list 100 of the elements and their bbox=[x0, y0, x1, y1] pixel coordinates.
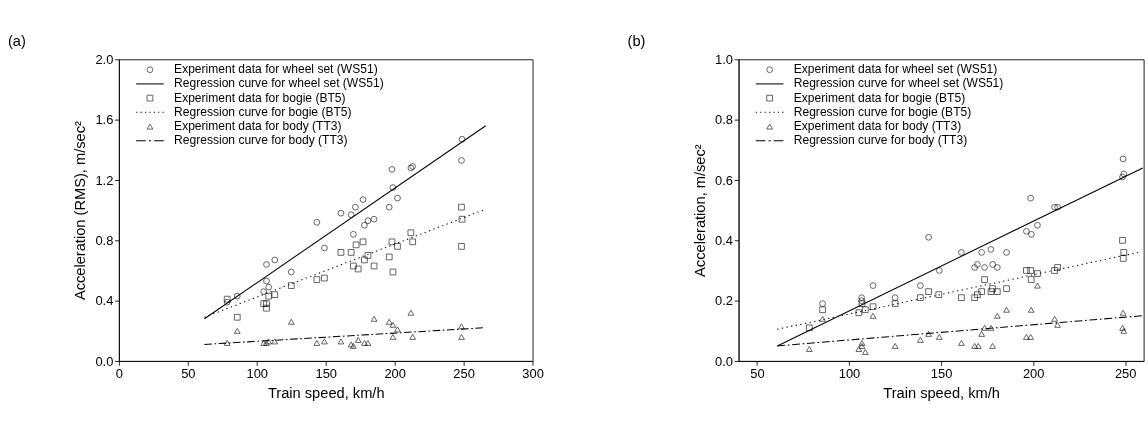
x-tick-label: 300 bbox=[522, 365, 544, 381]
point bbox=[935, 291, 943, 298]
point bbox=[321, 338, 328, 345]
point bbox=[989, 342, 996, 349]
point bbox=[350, 342, 357, 349]
y-tick-label: 0.4 bbox=[715, 233, 734, 249]
point bbox=[806, 346, 813, 352]
point bbox=[271, 256, 279, 264]
point bbox=[1120, 249, 1128, 256]
point bbox=[989, 285, 996, 292]
point bbox=[958, 339, 965, 346]
point bbox=[1051, 203, 1058, 211]
legend-label: Experiment data for wheel set (WS51) bbox=[174, 62, 378, 77]
point bbox=[1119, 173, 1126, 181]
point bbox=[891, 294, 899, 301]
x-axis-title: Train speed, km/h bbox=[883, 385, 1000, 402]
point bbox=[364, 339, 372, 346]
point bbox=[1023, 227, 1030, 235]
legend-label: Experiment data for bogie (BT5) bbox=[174, 90, 346, 105]
point bbox=[819, 306, 826, 314]
legend-label: Experiment data for body (TT3) bbox=[174, 119, 342, 134]
point bbox=[458, 203, 465, 211]
point bbox=[858, 294, 865, 301]
point bbox=[869, 303, 877, 311]
y-tick-label: 0.0 bbox=[715, 353, 734, 369]
point bbox=[260, 300, 268, 308]
point bbox=[1023, 267, 1030, 274]
point bbox=[971, 294, 978, 301]
y-axis-title: Acceleration, m/sec² bbox=[691, 144, 708, 277]
point bbox=[1023, 333, 1030, 340]
x-tick-label: 0 bbox=[115, 365, 123, 381]
point bbox=[260, 288, 268, 295]
point bbox=[409, 238, 416, 246]
y-axis-title: Acceleration (RMS), m/sec² bbox=[72, 121, 89, 301]
point bbox=[370, 315, 378, 322]
point bbox=[359, 196, 367, 203]
point bbox=[1027, 267, 1034, 274]
point bbox=[1003, 285, 1010, 292]
point bbox=[223, 339, 231, 346]
point bbox=[385, 253, 393, 261]
point bbox=[993, 288, 1001, 295]
point bbox=[858, 300, 866, 308]
y-tick-label: 1.0 bbox=[715, 52, 734, 68]
chart-title: (a) bbox=[7, 33, 26, 50]
chart-title: (b) bbox=[627, 33, 646, 50]
point bbox=[1120, 327, 1128, 334]
point bbox=[858, 339, 866, 346]
point bbox=[271, 338, 279, 345]
point bbox=[1028, 230, 1035, 238]
legend-label: Regression curve for wheel set (WS51) bbox=[793, 76, 1004, 91]
point bbox=[389, 321, 397, 328]
point bbox=[971, 264, 978, 271]
point bbox=[223, 295, 231, 303]
point bbox=[364, 217, 372, 225]
point bbox=[1119, 155, 1127, 163]
point bbox=[925, 330, 932, 337]
point bbox=[819, 315, 826, 322]
point bbox=[974, 261, 981, 268]
y-tick-label: 0.8 bbox=[715, 112, 734, 128]
x-axis-title: Train speed, km/h bbox=[267, 385, 385, 402]
legend-label: Regression curve for body (TT3) bbox=[793, 133, 968, 148]
point bbox=[347, 211, 355, 219]
point bbox=[458, 215, 466, 223]
point bbox=[287, 268, 295, 276]
point bbox=[337, 209, 345, 217]
point bbox=[1054, 321, 1061, 328]
point bbox=[981, 324, 988, 331]
point bbox=[1034, 270, 1041, 277]
point bbox=[993, 264, 1001, 271]
point bbox=[1034, 282, 1041, 289]
point bbox=[869, 312, 877, 319]
point bbox=[388, 166, 396, 173]
point bbox=[352, 203, 359, 211]
point bbox=[233, 327, 241, 334]
point bbox=[385, 203, 393, 211]
point bbox=[313, 218, 321, 226]
point bbox=[987, 324, 995, 331]
legend-label: Experiment data for bogie (BT5) bbox=[793, 90, 966, 105]
point bbox=[993, 312, 1001, 319]
point bbox=[458, 157, 465, 164]
point bbox=[394, 194, 401, 202]
point bbox=[935, 333, 943, 340]
point bbox=[917, 282, 924, 289]
point bbox=[233, 313, 241, 321]
point bbox=[458, 333, 465, 340]
point bbox=[359, 238, 367, 246]
legend-label: Regression curve for body (TT3) bbox=[174, 133, 348, 148]
point bbox=[407, 229, 415, 237]
point bbox=[361, 256, 368, 264]
y-tick-label: 2.0 bbox=[95, 52, 114, 68]
point bbox=[265, 292, 273, 300]
point bbox=[917, 294, 924, 301]
point bbox=[1027, 276, 1035, 283]
point bbox=[321, 274, 328, 282]
y-tick-label: 1.2 bbox=[95, 172, 114, 188]
x-tick-label: 200 bbox=[1022, 365, 1045, 381]
point bbox=[891, 300, 899, 308]
point bbox=[1051, 315, 1058, 322]
point bbox=[1027, 194, 1034, 202]
point bbox=[958, 294, 965, 301]
